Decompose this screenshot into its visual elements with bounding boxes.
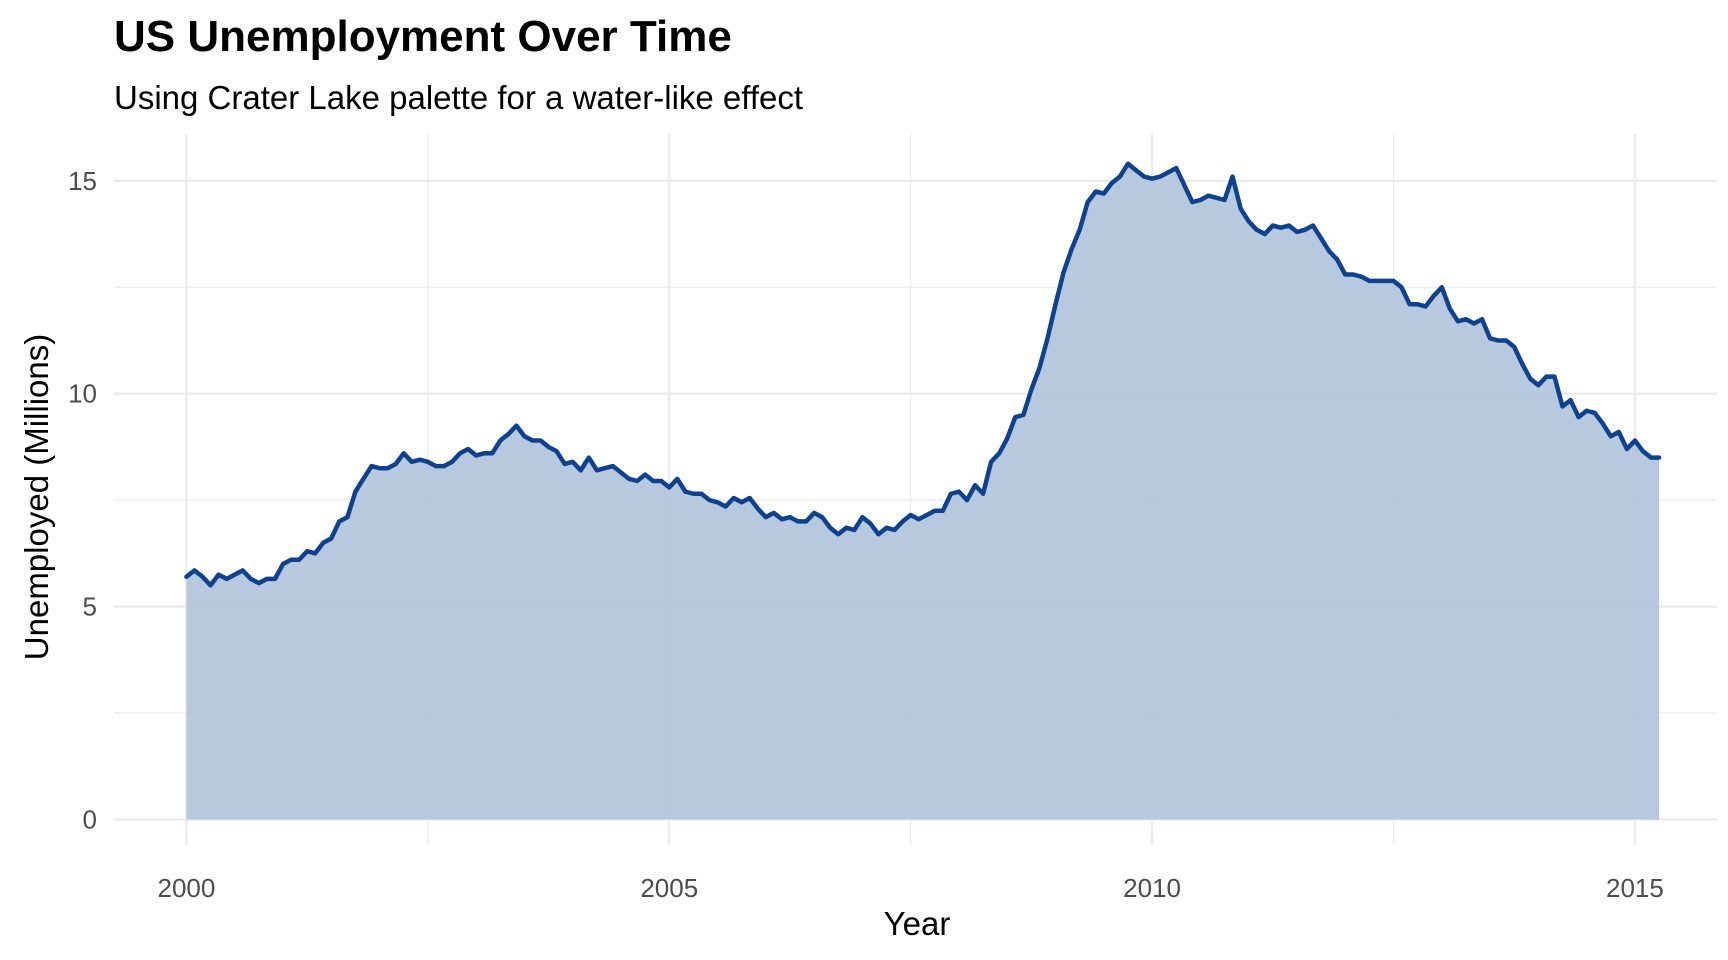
x-tick-label: 2010 (1123, 873, 1181, 903)
x-tick-label: 2015 (1606, 873, 1664, 903)
series-line (184, 161, 1662, 588)
chart-subtitle: Using Crater Lake palette for a water-li… (114, 79, 804, 116)
chart-marks (184, 161, 1662, 820)
x-axis-title: Year (884, 905, 951, 942)
x-tick-label: 2000 (158, 873, 216, 903)
y-tick-label: 5 (83, 592, 97, 622)
y-axis-ticks: 0 5 10 15 (68, 166, 97, 835)
x-axis-ticks: 2000 2005 2010 2015 (158, 873, 1664, 903)
y-tick-label: 0 (83, 804, 97, 834)
area-fill (186, 163, 1660, 820)
x-tick-label: 2005 (640, 873, 698, 903)
chart-title: US Unemployment Over Time (114, 12, 732, 61)
y-tick-label: 15 (68, 166, 97, 196)
y-tick-label: 10 (68, 379, 97, 409)
y-axis-title: Unemployed (Millions) (18, 334, 55, 660)
